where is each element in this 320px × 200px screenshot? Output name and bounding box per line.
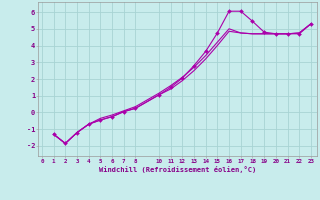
X-axis label: Windchill (Refroidissement éolien,°C): Windchill (Refroidissement éolien,°C) (99, 166, 256, 173)
